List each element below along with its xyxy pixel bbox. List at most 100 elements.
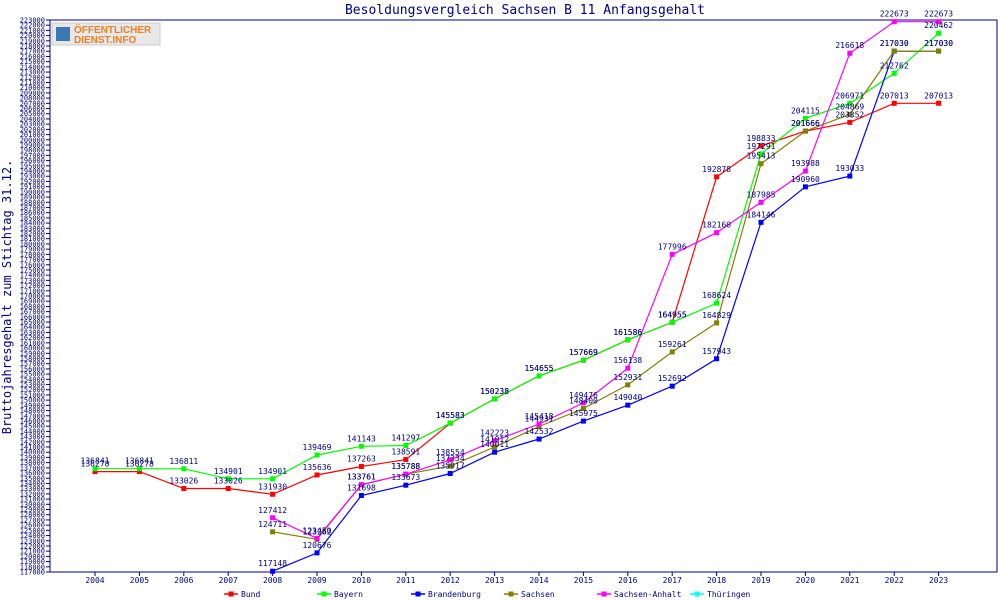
y-tick-label: 213000 xyxy=(20,69,45,77)
data-point-sachsen xyxy=(936,48,942,54)
y-tick-label: 117000 xyxy=(20,569,45,577)
y-tick-label: 185000 xyxy=(20,214,45,222)
y-tick-label: 129000 xyxy=(20,506,45,514)
data-point-bund xyxy=(758,143,764,149)
x-tick-label: 2023 xyxy=(929,576,948,585)
data-label-bayern: 136841 xyxy=(81,457,110,466)
data-label-sachsen: 133761 xyxy=(347,473,376,482)
data-label-brandenburg: 131698 xyxy=(347,483,376,492)
data-label-sachsen-anhalt: 127412 xyxy=(258,506,287,515)
data-label-sachsen: 144931 xyxy=(525,415,554,424)
y-tick-label: 155000 xyxy=(20,371,45,379)
y-tick-label: 126000 xyxy=(20,522,45,530)
data-point-sachsen xyxy=(625,382,631,388)
y-tick-label: 210000 xyxy=(20,84,45,92)
data-label-bund: 201666 xyxy=(791,119,820,128)
data-point-bayern xyxy=(891,70,897,76)
legend-marker-th-ringen xyxy=(694,591,700,597)
y-tick-label: 179000 xyxy=(20,246,45,254)
data-label-brandenburg: 157943 xyxy=(702,347,731,356)
data-point-sachsen xyxy=(891,48,897,54)
data-label-bayern: 204115 xyxy=(791,106,820,115)
data-label-bund: 161586 xyxy=(613,328,642,337)
data-label-brandenburg: 140011 xyxy=(480,440,509,449)
data-point-bayern xyxy=(314,452,320,458)
data-label-bayern: 154655 xyxy=(525,364,554,373)
data-label-brandenburg: 190960 xyxy=(791,175,820,184)
data-point-bayern xyxy=(358,443,364,449)
y-tick-label: 199000 xyxy=(20,141,45,149)
legend-label-brandenburg: Brandenburg xyxy=(428,590,481,599)
data-point-bund xyxy=(314,472,320,478)
data-label-bayern: 139469 xyxy=(303,443,332,452)
data-label-sachsen: 195413 xyxy=(747,152,776,161)
x-tick-label: 2020 xyxy=(796,576,815,585)
x-tick-label: 2013 xyxy=(485,576,504,585)
data-point-bund xyxy=(225,486,231,492)
logo-line2: DIENST.INFO xyxy=(74,35,136,46)
y-tick-label: 186000 xyxy=(20,209,45,217)
y-tick-label: 173000 xyxy=(20,277,45,285)
data-label-brandenburg: 145975 xyxy=(569,409,598,418)
y-tick-label: 132000 xyxy=(20,490,45,498)
data-label-bayern: 136811 xyxy=(169,457,198,466)
data-label-brandenburg: 133673 xyxy=(391,473,420,482)
y-tick-label: 122000 xyxy=(20,542,45,550)
data-label-bund: 150238 xyxy=(480,387,509,396)
data-label-sachsen: 164829 xyxy=(702,311,731,320)
y-tick-label: 140000 xyxy=(20,449,45,457)
data-point-bund xyxy=(847,119,853,125)
y-tick-label: 216000 xyxy=(20,53,45,61)
data-point-brandenburg xyxy=(403,482,409,488)
data-label-bayern: 197291 xyxy=(747,142,776,151)
data-point-bayern xyxy=(403,442,409,448)
y-tick-label: 124000 xyxy=(20,532,45,540)
chart-title: Besoldungsvergleich Sachsen B 11 Anfangs… xyxy=(345,3,705,18)
data-point-bayern xyxy=(181,466,187,472)
y-tick-label: 204000 xyxy=(20,115,45,123)
data-point-bayern xyxy=(492,396,498,402)
y-tick-label: 206000 xyxy=(20,105,45,113)
data-label-bayern: 134901 xyxy=(258,467,287,476)
y-tick-label: 156000 xyxy=(20,365,45,373)
y-tick-label: 184000 xyxy=(20,220,45,228)
y-tick-label: 223000 xyxy=(20,17,45,25)
data-label-bund: 207013 xyxy=(880,91,909,100)
data-point-bayern xyxy=(447,420,453,426)
legend-label-bayern: Bayern xyxy=(334,590,363,599)
data-label-sachsen-anhalt: 145418 xyxy=(525,412,554,421)
data-point-bayern xyxy=(625,337,631,343)
y-tick-label: 135000 xyxy=(20,475,45,483)
y-tick-label: 218000 xyxy=(20,43,45,51)
y-tick-label: 188000 xyxy=(20,199,45,207)
y-tick-label: 197000 xyxy=(20,152,45,160)
data-label-brandenburg: 142532 xyxy=(525,427,554,436)
x-tick-label: 2010 xyxy=(352,576,371,585)
x-tick-label: 2022 xyxy=(885,576,904,585)
data-label-sachsen-anhalt: 222673 xyxy=(924,10,953,19)
logo-box xyxy=(51,22,161,46)
data-point-sachsen-anhalt xyxy=(891,19,897,25)
data-label-bayern: 145583 xyxy=(436,411,465,420)
x-tick-label: 2017 xyxy=(663,576,682,585)
y-tick-label: 145000 xyxy=(20,423,45,431)
y-tick-label: 130000 xyxy=(20,501,45,509)
data-label-bund: 164955 xyxy=(658,310,687,319)
data-point-bayern xyxy=(580,357,586,363)
data-label-sachsen: 217030 xyxy=(880,39,909,48)
data-point-sachsen xyxy=(580,405,586,411)
data-label-brandenburg: 120676 xyxy=(303,541,332,550)
data-label-brandenburg: 117148 xyxy=(258,559,287,568)
data-label-bund: 137263 xyxy=(347,454,376,463)
data-label-sachsen-anhalt: 133761 xyxy=(347,473,376,482)
y-tick-label: 191000 xyxy=(20,183,45,191)
y-tick-label: 131000 xyxy=(20,496,45,504)
y-tick-label: 175000 xyxy=(20,266,45,274)
data-point-sachsen xyxy=(847,111,853,117)
data-label-bund: 207013 xyxy=(924,91,953,100)
y-tick-label: 171000 xyxy=(20,287,45,295)
y-tick-label: 219000 xyxy=(20,37,45,45)
legend-marker-sachsen-anhalt xyxy=(601,591,607,597)
x-tick-label: 2014 xyxy=(529,576,548,585)
data-point-sachsen xyxy=(492,444,498,450)
